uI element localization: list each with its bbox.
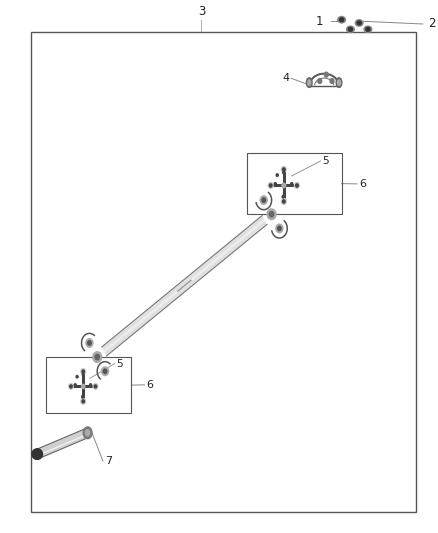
Ellipse shape (103, 369, 107, 374)
Ellipse shape (269, 184, 272, 187)
Ellipse shape (330, 78, 334, 84)
Ellipse shape (260, 196, 267, 204)
Ellipse shape (94, 385, 97, 388)
Ellipse shape (276, 224, 283, 233)
Ellipse shape (282, 183, 286, 188)
Ellipse shape (337, 80, 341, 85)
Text: 6: 6 (147, 380, 154, 390)
Ellipse shape (339, 18, 344, 22)
Ellipse shape (283, 168, 285, 171)
Ellipse shape (276, 174, 278, 176)
Ellipse shape (81, 399, 85, 404)
Text: 1: 1 (316, 15, 324, 28)
Polygon shape (102, 215, 267, 356)
Ellipse shape (338, 17, 346, 23)
Ellipse shape (283, 200, 285, 203)
Text: 7: 7 (105, 456, 112, 466)
Ellipse shape (95, 354, 99, 360)
Ellipse shape (69, 384, 73, 389)
Ellipse shape (336, 78, 342, 87)
Ellipse shape (82, 370, 85, 373)
Text: 6: 6 (359, 179, 366, 189)
Ellipse shape (93, 384, 98, 389)
Ellipse shape (296, 184, 298, 187)
Ellipse shape (348, 27, 353, 31)
Ellipse shape (346, 26, 354, 33)
Ellipse shape (355, 20, 363, 26)
Ellipse shape (318, 78, 321, 84)
Ellipse shape (83, 427, 92, 439)
Polygon shape (36, 428, 89, 459)
Ellipse shape (82, 400, 85, 403)
Ellipse shape (93, 352, 102, 362)
Ellipse shape (269, 212, 274, 217)
Ellipse shape (32, 449, 42, 459)
Ellipse shape (74, 384, 76, 386)
Ellipse shape (81, 369, 85, 374)
Ellipse shape (366, 27, 370, 31)
Ellipse shape (281, 198, 286, 205)
Text: 5: 5 (322, 156, 328, 166)
Ellipse shape (76, 376, 78, 378)
Ellipse shape (282, 196, 284, 198)
Ellipse shape (85, 430, 90, 436)
Text: 2: 2 (427, 18, 435, 30)
Ellipse shape (268, 182, 273, 189)
Ellipse shape (86, 338, 93, 347)
Ellipse shape (307, 80, 311, 85)
Ellipse shape (102, 367, 109, 376)
Ellipse shape (262, 198, 265, 202)
Bar (247, 153, 342, 214)
Ellipse shape (70, 385, 72, 388)
Ellipse shape (357, 21, 361, 25)
Ellipse shape (90, 384, 92, 386)
Ellipse shape (88, 341, 91, 345)
Ellipse shape (267, 209, 276, 220)
Ellipse shape (278, 227, 281, 231)
Ellipse shape (81, 395, 84, 398)
Ellipse shape (307, 78, 312, 87)
Ellipse shape (81, 384, 85, 389)
Text: 3: 3 (198, 5, 205, 18)
Ellipse shape (281, 166, 286, 173)
Ellipse shape (291, 183, 293, 185)
Bar (31, 32, 416, 512)
Ellipse shape (364, 26, 372, 33)
Ellipse shape (274, 183, 276, 185)
Text: 4: 4 (282, 74, 289, 83)
Ellipse shape (324, 72, 328, 77)
Text: 5: 5 (116, 359, 123, 368)
Ellipse shape (283, 172, 285, 174)
Bar (46, 357, 131, 413)
Ellipse shape (82, 373, 84, 376)
Ellipse shape (294, 182, 300, 189)
